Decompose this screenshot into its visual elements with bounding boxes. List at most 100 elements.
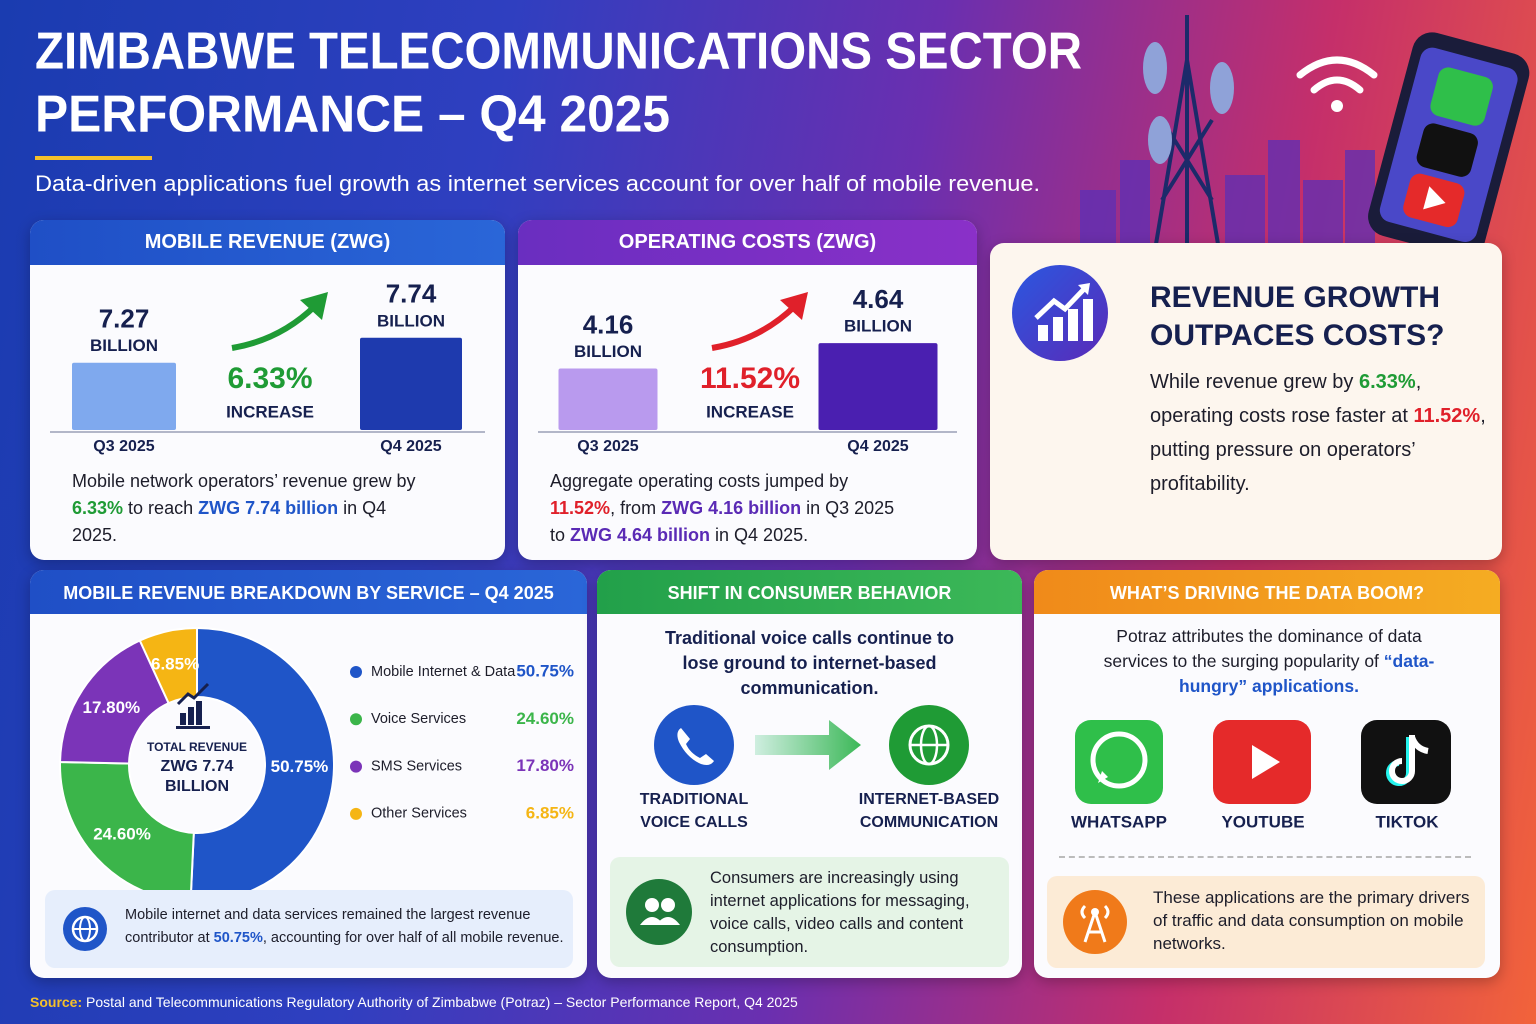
legend-label: Voice Services: [371, 711, 466, 727]
tower-icon: [1063, 890, 1127, 954]
center-label: ZWG 7.74: [161, 758, 234, 775]
skyline: [1080, 140, 1375, 250]
source-text: Postal and Telecommunications Regulatory…: [86, 994, 798, 1010]
text-segment: in Q4 2025.: [72, 498, 387, 545]
icon-bar: [188, 707, 194, 725]
revenue-card: MOBILE REVENUE (ZWG) 7.27 BILLION Q3 2025 7…: [30, 220, 505, 560]
legend-value: 50.75%: [516, 661, 574, 680]
legend-value: 17.80%: [516, 756, 574, 775]
note-text: Mobile internet and data services remain…: [125, 904, 565, 950]
antenna: [1148, 116, 1172, 164]
to-label: INTERNET-BASED: [859, 791, 999, 808]
text-segment: 6.33%: [72, 498, 124, 518]
card-header: WHAT’S DRIVING THE DATA BOOM?: [1034, 570, 1500, 614]
donut-slice: [190, 626, 335, 890]
text-segment: 11.52%: [1413, 405, 1481, 427]
slice-label: 17.80%: [82, 698, 140, 717]
from-label: VOICE CALLS: [640, 814, 748, 831]
divider: [1059, 856, 1471, 858]
legend-swatch: [350, 713, 362, 726]
legend-label: Mobile Internet & Data: [371, 664, 516, 680]
unit-label: BILLION: [90, 336, 158, 355]
wifi-dot: [1331, 100, 1343, 112]
trend-arrow: [231, 303, 318, 351]
bar-chart: 4.16 BILLION Q3 2025 4.64 BILLION Q4 2025 11.5…: [538, 284, 957, 455]
legend-value: 24.60%: [516, 709, 574, 728]
legend-label: SMS Services: [371, 758, 462, 774]
change-note: INCREASE: [226, 402, 314, 421]
drivers-card: WHAT’S DRIVING THE DATA BOOM? Potraz att…: [1034, 570, 1500, 978]
icon-base: [176, 726, 210, 729]
x-tick-label: Q3 2025: [577, 438, 638, 455]
insight-title-line: OUTPACES COSTS?: [1150, 319, 1445, 352]
legend-swatch: [350, 807, 362, 820]
phone: [1368, 32, 1530, 258]
breakdown-card: MOBILE REVENUE BREAKDOWN BY SERVICE – Q4…: [30, 570, 587, 978]
wifi-icon: [1296, 56, 1378, 94]
text-segment: , putting pressure on operators’ profita…: [1150, 405, 1486, 495]
slice-label: 24.60%: [93, 824, 151, 843]
text-segment: Mobile internet and data services remain…: [125, 907, 531, 946]
note-box: Consumers are increasingly using interne…: [610, 857, 1009, 967]
insight-card: REVENUE GROWTH OUTPACES COSTS? While rev…: [990, 243, 1502, 560]
antenna: [1210, 62, 1234, 114]
insight-title: REVENUE GROWTH OUTPACES COSTS?: [1150, 279, 1444, 355]
change-label: 6.33%: [227, 362, 312, 395]
donut-slice: [59, 760, 195, 890]
antenna: [1143, 42, 1167, 94]
center-label: BILLION: [165, 778, 229, 795]
trend-arrowhead: [780, 292, 808, 320]
text-segment: 50.75%: [213, 930, 263, 946]
bar: [558, 368, 658, 430]
unit-label: BILLION: [377, 311, 445, 330]
value-label: 7.27: [99, 304, 150, 334]
text-segment: 6.33%: [1358, 371, 1416, 393]
subtitle: Data-driven applications fuel growth as …: [35, 171, 1040, 196]
behavior-card: SHIFT IN CONSUMER BEHAVIOR Traditional v…: [597, 570, 1022, 978]
app-label: WHATSAPP: [1071, 812, 1167, 831]
note-box: These applications are the primary drive…: [1047, 876, 1485, 968]
card-header: MOBILE REVENUE BREAKDOWN BY SERVICE – Q4…: [30, 570, 587, 614]
value-label: 4.64: [853, 284, 904, 314]
change-note: INCREASE: [706, 402, 794, 421]
x-tick-label: Q3 2025: [93, 438, 154, 455]
text-segment: , accounting for over half of all mobile…: [262, 930, 564, 946]
center-label: TOTAL REVENUE: [147, 740, 247, 754]
to-label: COMMUNICATION: [860, 814, 998, 831]
bar: [818, 343, 938, 430]
text-segment: ZWG 4.16 billion: [661, 498, 802, 518]
people-icon: [626, 879, 692, 945]
text-segment: While revenue grew by: [1150, 371, 1359, 393]
app-icons: WHATSAPP YOUTUBE TIKTOK: [1071, 720, 1451, 831]
drivers-intro: Potraz attributes the dominance of data …: [1089, 624, 1449, 699]
text-segment: in Q4 2025.: [710, 525, 809, 545]
text-segment: ZWG 4.64 billion: [570, 525, 711, 545]
bar: [360, 337, 462, 430]
costs-card: OPERATING COSTS (ZWG) 4.16 BILLION Q3 2025…: [518, 220, 977, 560]
text-segment: 11.52%: [550, 498, 611, 518]
trend-arrow: [711, 303, 798, 351]
donut-chart: 50.75%Mobile Internet & Data 50.75%24.60%…: [59, 626, 574, 890]
app-label: YOUTUBE: [1221, 812, 1304, 831]
title-line: PERFORMANCE – Q4 2025: [35, 86, 670, 144]
card-description: Mobile network operators’ revenue grew b…: [72, 468, 422, 549]
source-label: Source:: [30, 994, 83, 1010]
legend-swatch: [350, 666, 362, 678]
app-label: TIKTOK: [1376, 812, 1440, 831]
card-header: SHIFT IN CONSUMER BEHAVIOR: [597, 570, 1022, 614]
slice-label: 6.85%: [151, 654, 199, 673]
text-segment: “data-hungry” applications.: [1179, 651, 1435, 696]
insight-text: While revenue grew by 6.33%, operating c…: [1150, 365, 1490, 501]
title-line: ZIMBABWE TELECOMMUNICATIONS SECTOR: [35, 23, 1082, 81]
note-box: Mobile internet and data services remain…: [45, 890, 573, 968]
legend-value: 6.85%: [526, 803, 574, 822]
value-label: 4.16: [583, 309, 634, 339]
chart-icon: [176, 682, 210, 725]
card-header: MOBILE REVENUE (ZWG): [30, 220, 505, 265]
value-label: 7.74: [386, 279, 437, 309]
card-description: Aggregate operating costs jumped by 11.5…: [550, 468, 910, 549]
text-segment: in Q3 2025 to: [550, 498, 895, 545]
source: Source: Postal and Telecommunications Re…: [30, 994, 798, 1010]
icon-bar: [180, 713, 186, 725]
slice-label: 50.75%: [271, 757, 329, 776]
